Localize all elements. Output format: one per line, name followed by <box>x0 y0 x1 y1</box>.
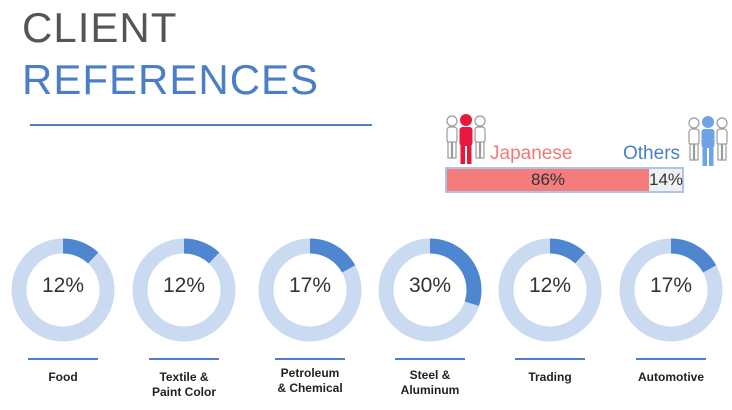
others-value: 14% <box>649 170 684 189</box>
sector-label: Automotive <box>638 370 704 384</box>
sector-label: Petroleum & Chemical <box>277 366 343 395</box>
sector-donut <box>498 238 602 342</box>
split-bar: 86% 14% <box>445 167 684 193</box>
others-label: Others <box>623 143 681 164</box>
sector-underline <box>515 358 585 360</box>
sector-underline <box>395 358 465 360</box>
title-references: REFERENCES <box>22 56 320 103</box>
sector-percent: 12% <box>528 274 572 297</box>
sector-underline <box>636 358 706 360</box>
sector-underline <box>28 358 98 360</box>
sector-donut <box>11 238 115 342</box>
sector-donut <box>619 238 723 342</box>
donut-segment <box>498 238 602 342</box>
sector-4: 30% Steel & Aluminum <box>377 230 497 410</box>
donut-segment <box>619 238 723 342</box>
sector-2: 12% Textile & Paint Color <box>131 230 251 410</box>
sector-3: 17% Petroleum & Chemical <box>257 230 377 410</box>
sector-percent: 17% <box>649 274 693 297</box>
sector-label: Textile & Paint Color <box>151 370 216 399</box>
sector-percent: 12% <box>41 274 85 297</box>
people-group-red-icon <box>446 114 486 164</box>
title-underline <box>30 124 372 126</box>
donut-segment <box>132 238 236 342</box>
japanese-value: 86% <box>530 170 566 189</box>
sector-percent: 12% <box>162 274 206 297</box>
sector-6: 17% Automotive <box>618 230 732 410</box>
sector-donut <box>378 238 482 342</box>
japanese-bar-fill <box>447 169 649 191</box>
sector-underline <box>275 358 345 360</box>
sector-donut <box>132 238 236 342</box>
donut-segment <box>11 238 115 342</box>
donut-segment <box>258 238 362 342</box>
sector-underline <box>149 358 219 360</box>
sector-percent: 17% <box>288 274 332 297</box>
sector-donut <box>258 238 362 342</box>
people-group-blue-icon <box>688 116 728 166</box>
donut-segment <box>378 238 482 342</box>
sector-label: Trading <box>528 370 572 384</box>
sector-percent: 30% <box>408 274 452 297</box>
sector-1: 12% Food <box>10 230 130 410</box>
japanese-label: Japanese <box>490 143 573 164</box>
sector-5: 12% Trading <box>497 230 617 410</box>
sector-label: Steel & Aluminum <box>400 368 460 397</box>
sector-label: Food <box>48 370 78 384</box>
title-client: CLIENT <box>22 4 178 51</box>
